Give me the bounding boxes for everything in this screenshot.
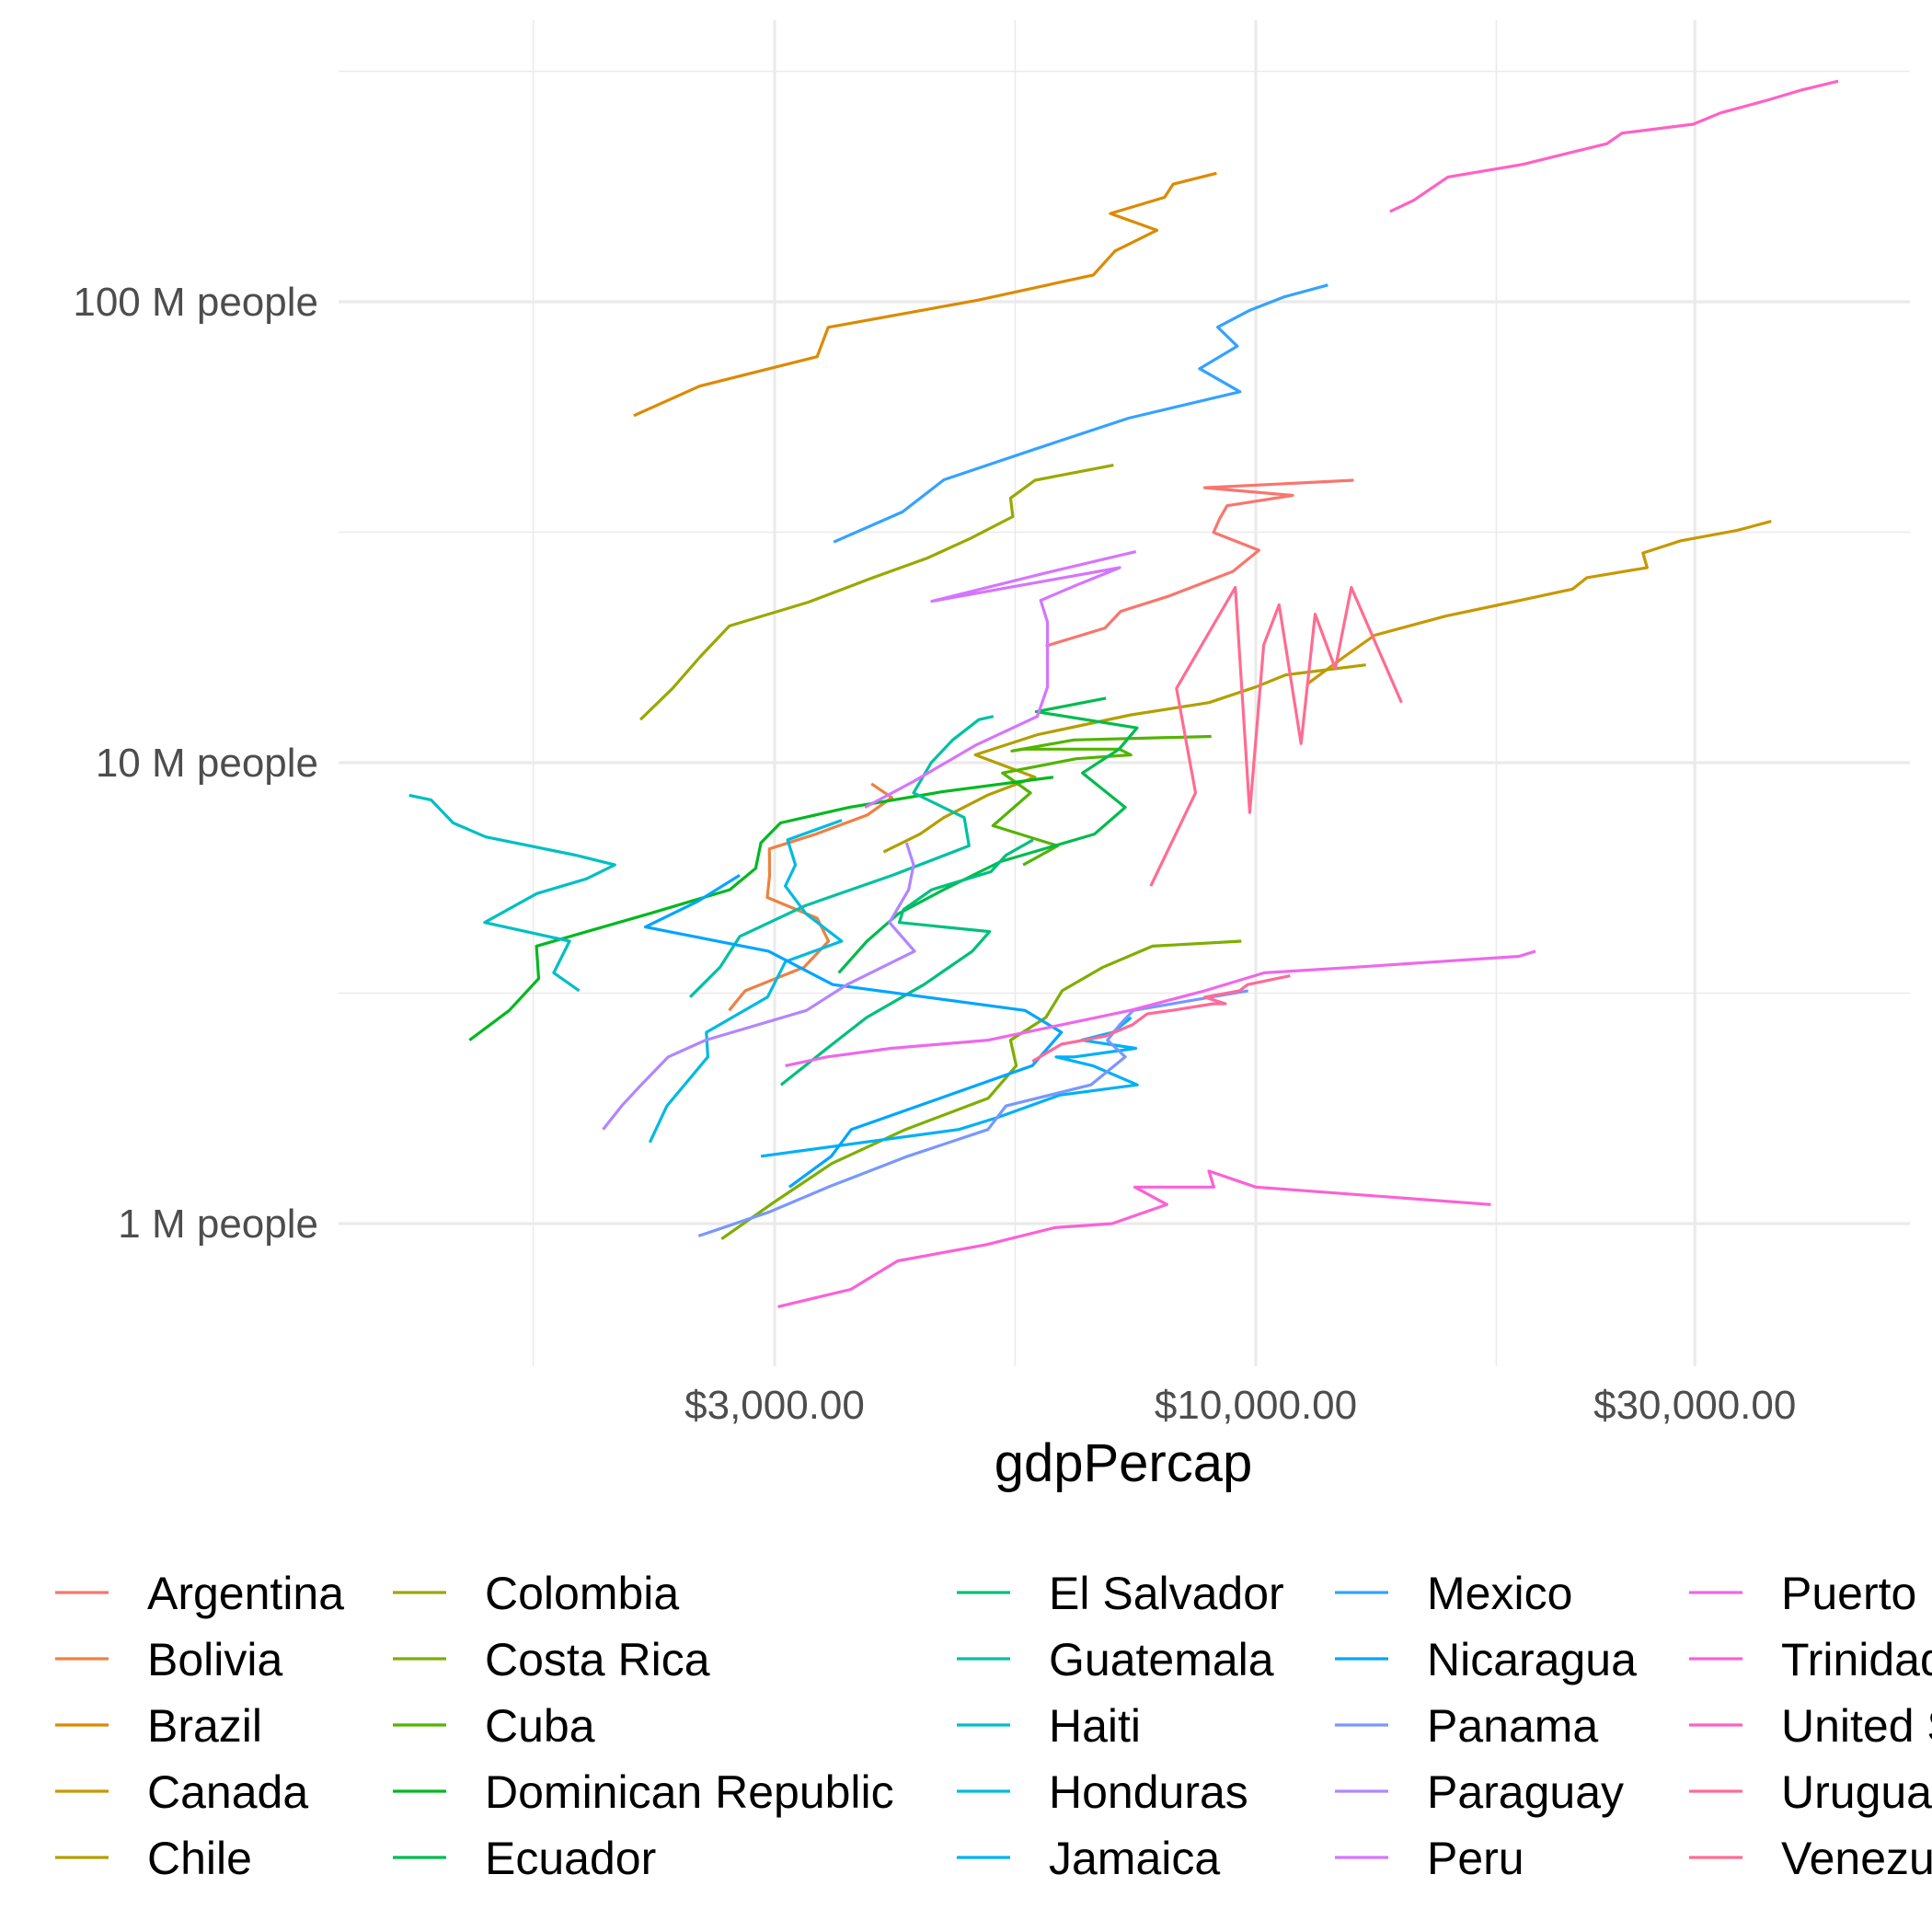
series-line-guatemala — [688, 715, 995, 998]
legend-label-puerto-rico: Puerto Rico — [1781, 1568, 1932, 1619]
series-line-bolivia — [728, 782, 893, 1012]
legend-label-chile: Chile — [147, 1833, 252, 1884]
legend-label-panama: Panama — [1427, 1700, 1598, 1752]
series-line-venezuela — [1149, 585, 1403, 887]
x-axis-tick-labels: $3,000.00 $10,000.00 $30,000.00 — [684, 1383, 1796, 1428]
legend-label-jamaica: Jamaica — [1049, 1833, 1220, 1884]
legend-label-trinidad-and-tobago: Trinidad and Tobago — [1781, 1634, 1932, 1685]
series-line-nicaragua — [643, 873, 1064, 1189]
legend-label-canada: Canada — [147, 1766, 308, 1818]
series-lines — [408, 79, 1839, 1308]
series-line-cuba — [991, 734, 1212, 867]
series-line-trinidad-and-tobago — [777, 1169, 1491, 1308]
y-tick-label: 1 M people — [118, 1202, 318, 1247]
legend-label-nicaragua: Nicaragua — [1427, 1634, 1637, 1685]
series-line-mexico — [833, 283, 1328, 544]
legend-label-el-salvador: El Salvador — [1049, 1568, 1284, 1619]
legend-label-guatemala: Guatemala — [1049, 1634, 1274, 1685]
series-line-el-salvador — [779, 838, 1034, 1087]
series-line-colombia — [638, 464, 1114, 721]
legend-label-peru: Peru — [1427, 1833, 1524, 1884]
series-line-united-states — [1389, 79, 1839, 213]
series-line-argentina — [1045, 478, 1354, 648]
series-line-honduras — [648, 819, 844, 1144]
series-line-haiti — [408, 793, 616, 993]
series-line-brazil — [633, 171, 1217, 418]
legend-label-paraguay: Paraguay — [1427, 1766, 1624, 1818]
x-tick-label: $3,000.00 — [684, 1383, 865, 1428]
legend-label-ecuador: Ecuador — [485, 1833, 656, 1884]
series-line-panama — [697, 989, 1248, 1238]
series-line-costa-rica — [720, 939, 1242, 1241]
legend-label-cuba: Cuba — [485, 1700, 595, 1752]
series-line-peru — [864, 550, 1137, 810]
legend-label-mexico: Mexico — [1427, 1568, 1572, 1619]
legend: Argentina Bolivia Brazil Canada Chile Colombi… — [55, 1568, 1932, 1884]
x-tick-label: $10,000.00 — [1155, 1383, 1357, 1428]
legend-label-venezuela: Venezuela — [1781, 1833, 1932, 1884]
x-axis-title: gdpPercap — [995, 1433, 1253, 1493]
legend-label-dominican-republic: Dominican Republic — [485, 1766, 894, 1818]
legend-label-bolivia: Bolivia — [147, 1634, 282, 1685]
legend-label-haiti: Haiti — [1049, 1700, 1141, 1752]
legend-label-argentina: Argentina — [147, 1568, 344, 1619]
y-tick-label: 10 M people — [96, 741, 318, 786]
series-line-paraguay — [602, 842, 916, 1131]
gridlines — [339, 20, 1910, 1366]
legend-label-united-states: United States — [1781, 1700, 1932, 1752]
y-tick-label: 100 M people — [73, 280, 318, 325]
legend-label-honduras: Honduras — [1049, 1766, 1248, 1818]
legend-label-uruguay: Uruguay — [1781, 1766, 1932, 1818]
series-line-dominican-republic — [468, 776, 1054, 1041]
legend-label-colombia: Colombia — [485, 1568, 679, 1619]
series-line-uruguay — [1031, 974, 1291, 1063]
y-axis-tick-labels: 1 M people 10 M people 100 M people — [73, 280, 318, 1247]
series-line-canada — [1305, 520, 1772, 685]
legend-label-brazil: Brazil — [147, 1700, 262, 1752]
legend-label-costa-rica: Costa Rica — [485, 1634, 710, 1685]
series-line-puerto-rico — [785, 949, 1536, 1067]
x-tick-label: $30,000.00 — [1593, 1383, 1796, 1428]
